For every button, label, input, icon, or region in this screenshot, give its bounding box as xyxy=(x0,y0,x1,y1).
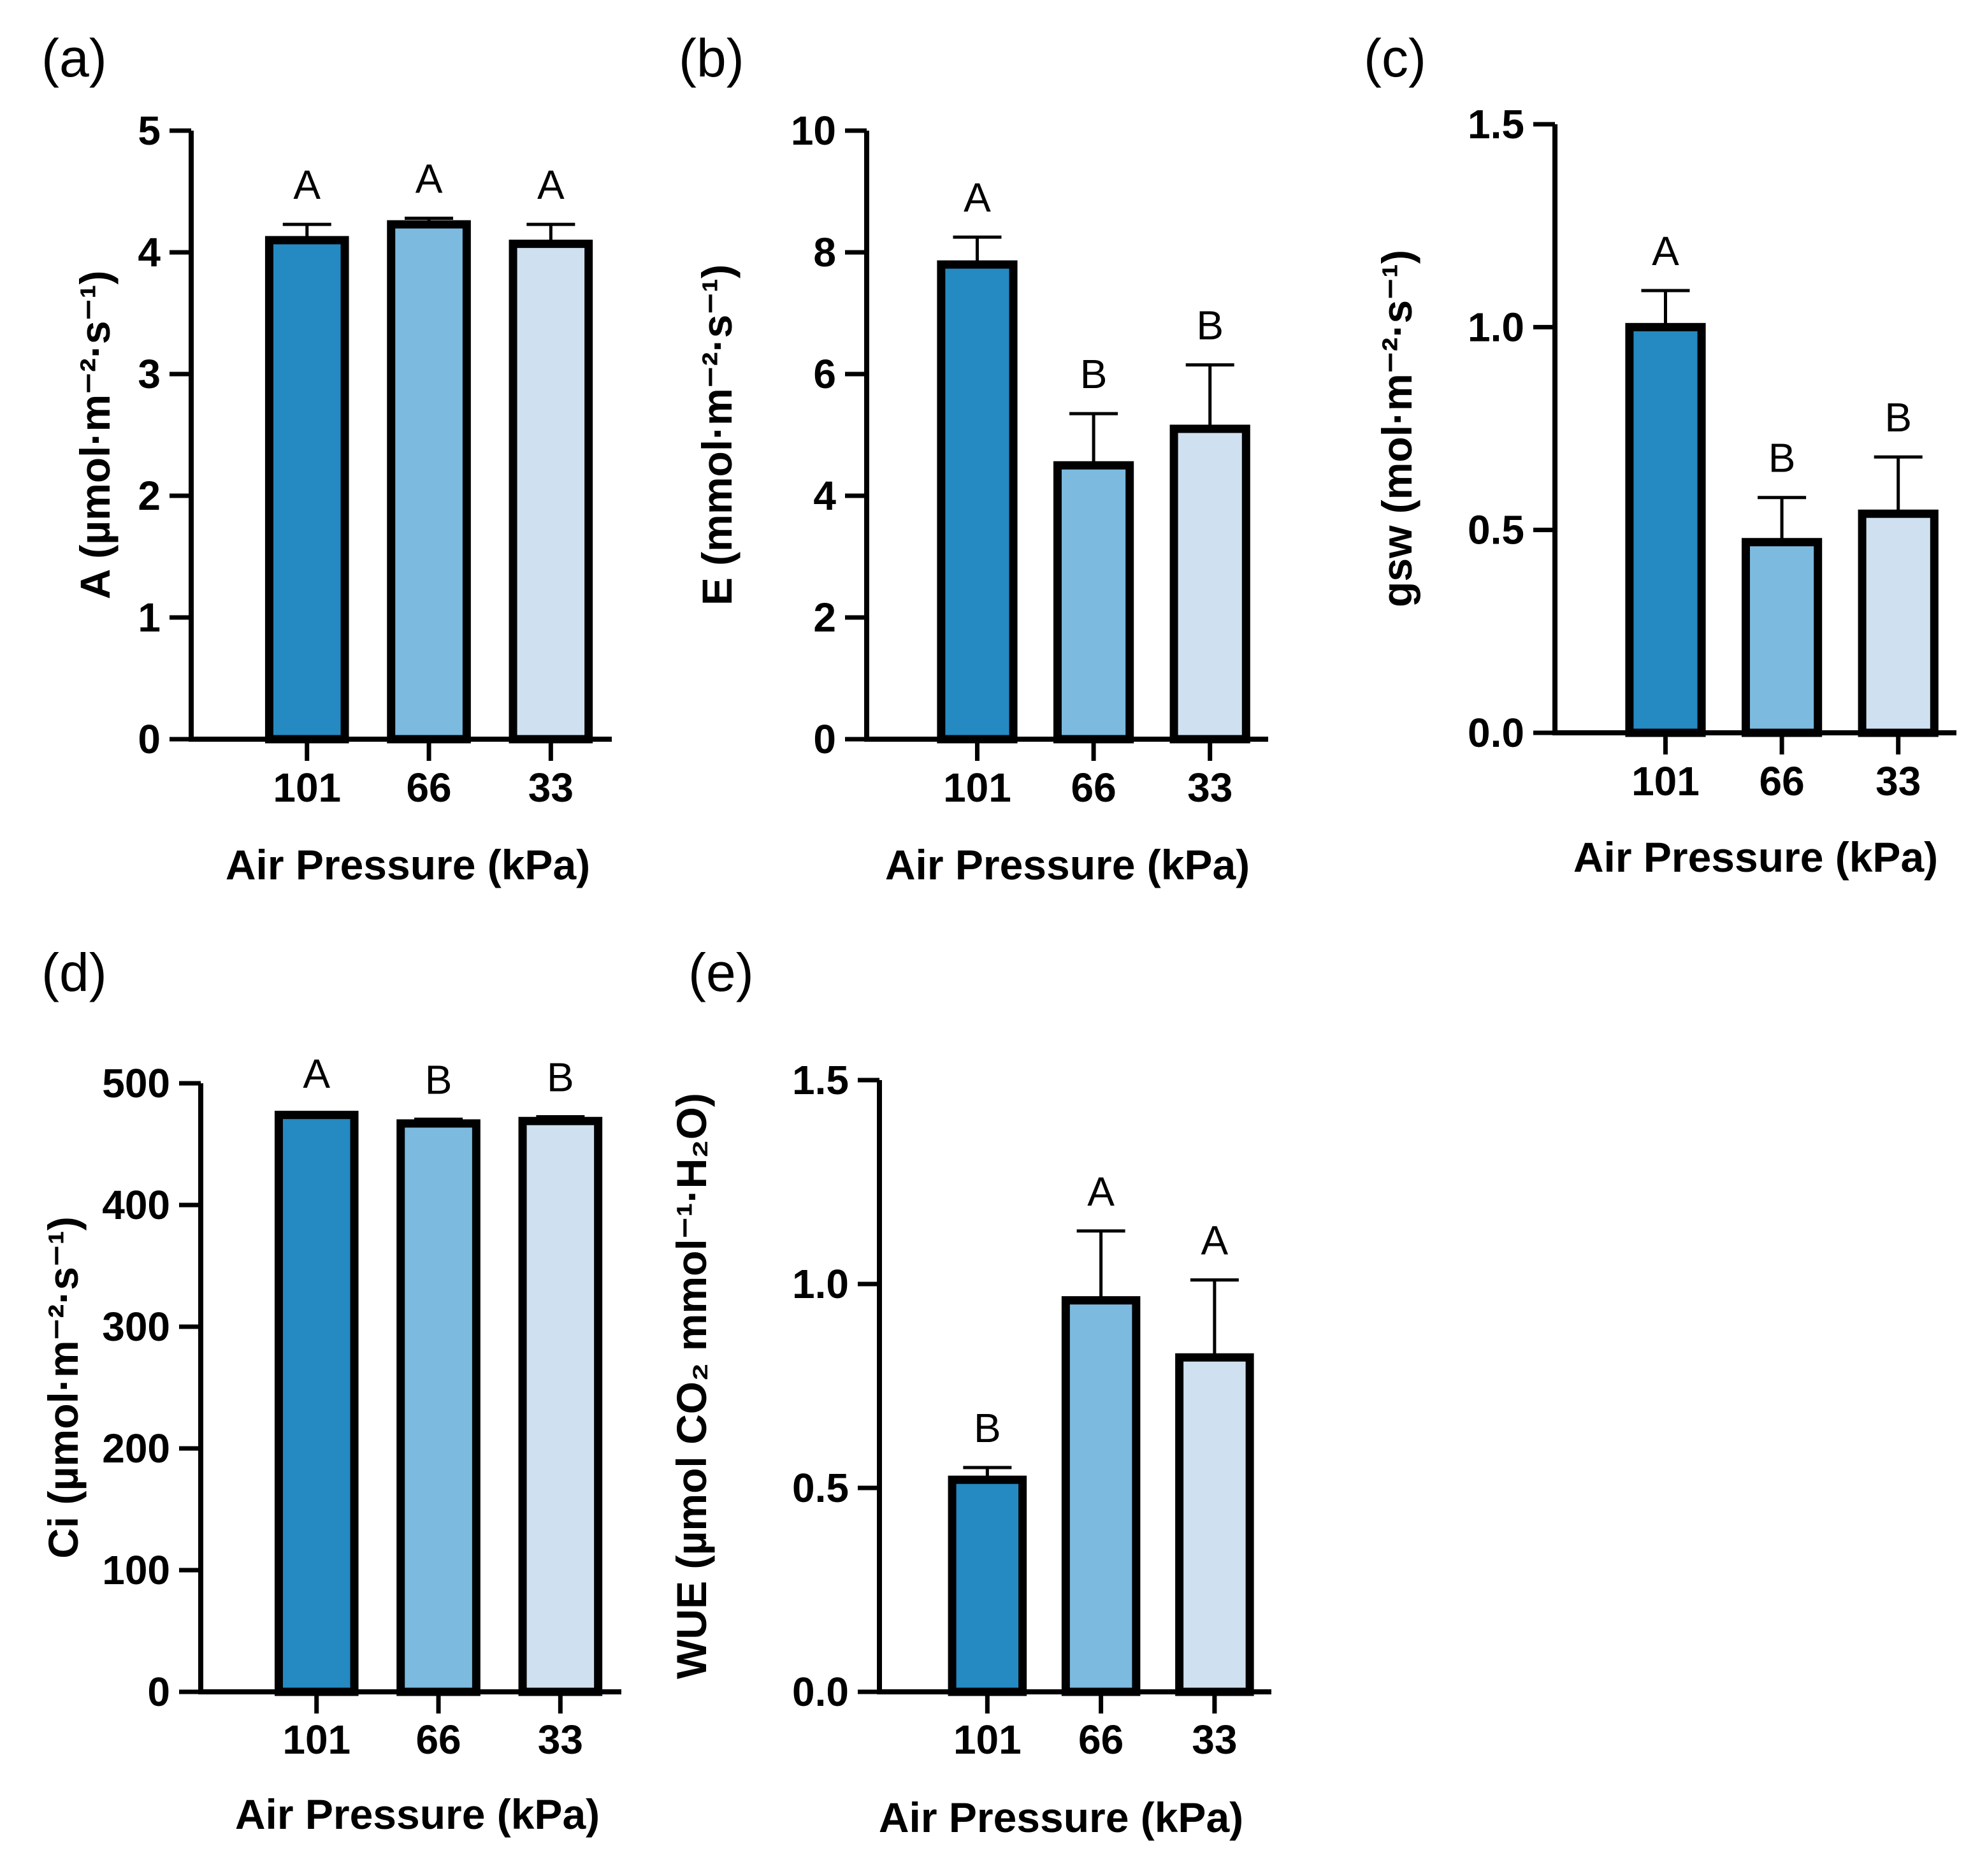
panel-label: (d) xyxy=(41,942,107,1002)
bar-101 xyxy=(264,236,349,744)
y-tick-label: 0 xyxy=(138,716,161,762)
y-tick-label: 2 xyxy=(813,595,836,640)
x-tick-label: 66 xyxy=(1071,765,1116,811)
y-tick-label: 6 xyxy=(813,351,836,397)
significance-letter: A xyxy=(293,162,321,208)
bar-66 xyxy=(387,220,471,744)
x-tick-label: 101 xyxy=(953,1717,1022,1763)
chart-panel-d: (d) 0 100 200 300 400 500 A 101 B 66 B 33 Air Pressur… xyxy=(40,942,621,1838)
y-tick-label: 4 xyxy=(138,229,161,275)
y-tick-label: 1.5 xyxy=(792,1057,849,1103)
x-axis-title: Air Pressure (kPa) xyxy=(885,841,1250,888)
x-tick-label: 66 xyxy=(416,1717,461,1763)
y-tick-label: 0.0 xyxy=(1468,710,1524,756)
x-tick-label: 101 xyxy=(273,765,341,811)
y-tick-label: 400 xyxy=(102,1182,170,1228)
panel-label: (b) xyxy=(679,28,744,88)
x-tick-label: 101 xyxy=(282,1717,350,1763)
y-tick-label: 0.0 xyxy=(792,1669,849,1715)
bar-101 xyxy=(1625,322,1706,737)
significance-letter: B xyxy=(1196,303,1224,349)
y-tick-label: 3 xyxy=(138,351,161,397)
significance-letter: B xyxy=(425,1057,452,1102)
bar-66 xyxy=(1061,1296,1141,1696)
bar-33 xyxy=(518,1116,603,1696)
significance-letter: A xyxy=(416,156,443,202)
significance-letter: A xyxy=(964,175,991,220)
significance-letter: A xyxy=(537,162,565,208)
y-tick-label: 1.0 xyxy=(792,1261,849,1307)
y-tick-label: 100 xyxy=(102,1547,170,1593)
x-tick-label: 33 xyxy=(528,765,574,811)
x-tick-label: 33 xyxy=(1875,758,1921,804)
chart-panel-b: (b) 0 2 4 6 8 10 A 101 B 66 B 33 Air Pressure (kPa) E … xyxy=(679,28,1268,888)
panel-label: (a) xyxy=(41,28,107,88)
y-tick-label: 0.5 xyxy=(792,1465,849,1511)
bar-33 xyxy=(1169,424,1250,744)
chart-panel-e: (e) 0.0 0.5 1.0 1.5 B 101 A 66 A 33 Air Pressure (k… xyxy=(668,942,1271,1841)
y-tick-label: 2 xyxy=(138,473,161,519)
significance-letter: B xyxy=(1884,394,1912,440)
x-axis-title: Air Pressure (kPa) xyxy=(879,1794,1243,1841)
y-tick-label: 500 xyxy=(102,1060,170,1106)
chart-panel-a: (a) 0 1 2 3 4 5 A 101 A 66 A 33 Air Pressure (kPa) A (… xyxy=(41,28,612,888)
y-axis-title: WUE (µmol CO₂ mmol⁻¹·H₂O) xyxy=(668,1093,715,1679)
y-axis-title: gsw (mol·m⁻²·s⁻¹) xyxy=(1373,250,1420,607)
significance-letter: B xyxy=(1080,351,1108,397)
x-tick-label: 66 xyxy=(1078,1717,1124,1763)
x-tick-label: 101 xyxy=(1631,758,1700,804)
bar-101 xyxy=(937,260,1018,744)
chart-panel-c: (c) 0.0 0.5 1.0 1.5 A 101 B 66 B 33 Air Pressure (k… xyxy=(1364,28,1956,881)
x-tick-label: 33 xyxy=(1192,1717,1237,1763)
bar-66 xyxy=(1741,538,1823,737)
y-tick-label: 0 xyxy=(147,1669,170,1715)
y-tick-label: 0.5 xyxy=(1468,507,1524,553)
significance-letter: B xyxy=(1768,435,1796,481)
bar-101 xyxy=(274,1111,359,1696)
y-axis-title: E (mmol·m⁻²·s⁻¹) xyxy=(693,264,741,605)
significance-letter: A xyxy=(303,1051,330,1097)
y-tick-label: 4 xyxy=(813,473,836,519)
y-axis-title: A (µmol·m⁻²·s⁻¹) xyxy=(71,271,119,600)
significance-letter: A xyxy=(1087,1169,1115,1215)
x-tick-label: 66 xyxy=(1759,758,1804,804)
x-tick-label: 101 xyxy=(943,765,1011,811)
bar-66 xyxy=(396,1119,481,1696)
significance-letter: A xyxy=(1652,228,1679,274)
panel-label: (c) xyxy=(1364,28,1426,88)
y-tick-label: 5 xyxy=(138,108,161,154)
y-tick-label: 1 xyxy=(138,595,161,640)
bar-33 xyxy=(1175,1353,1254,1696)
y-tick-label: 1.5 xyxy=(1468,101,1524,147)
significance-letter: B xyxy=(974,1405,1001,1451)
x-axis-title: Air Pressure (kPa) xyxy=(226,841,590,888)
x-tick-label: 33 xyxy=(1187,765,1232,811)
significance-letter: B xyxy=(547,1055,574,1100)
y-tick-label: 200 xyxy=(102,1425,170,1471)
x-axis-title: Air Pressure (kPa) xyxy=(235,1791,600,1838)
bar-33 xyxy=(509,240,593,744)
bar-101 xyxy=(948,1475,1027,1696)
x-tick-label: 66 xyxy=(406,765,451,811)
bar-33 xyxy=(1858,509,1939,737)
y-tick-label: 300 xyxy=(102,1304,170,1350)
y-axis-title: Ci (µmol·m⁻²·s⁻¹) xyxy=(40,1216,87,1559)
x-tick-label: 33 xyxy=(538,1717,583,1763)
y-tick-label: 8 xyxy=(813,229,836,275)
y-tick-label: 10 xyxy=(791,108,836,154)
y-tick-label: 1.0 xyxy=(1468,304,1524,350)
x-axis-title: Air Pressure (kPa) xyxy=(1573,833,1938,881)
panel-label: (e) xyxy=(688,942,754,1002)
y-tick-label: 0 xyxy=(813,716,836,762)
bar-66 xyxy=(1053,461,1134,744)
significance-letter: A xyxy=(1201,1218,1229,1264)
